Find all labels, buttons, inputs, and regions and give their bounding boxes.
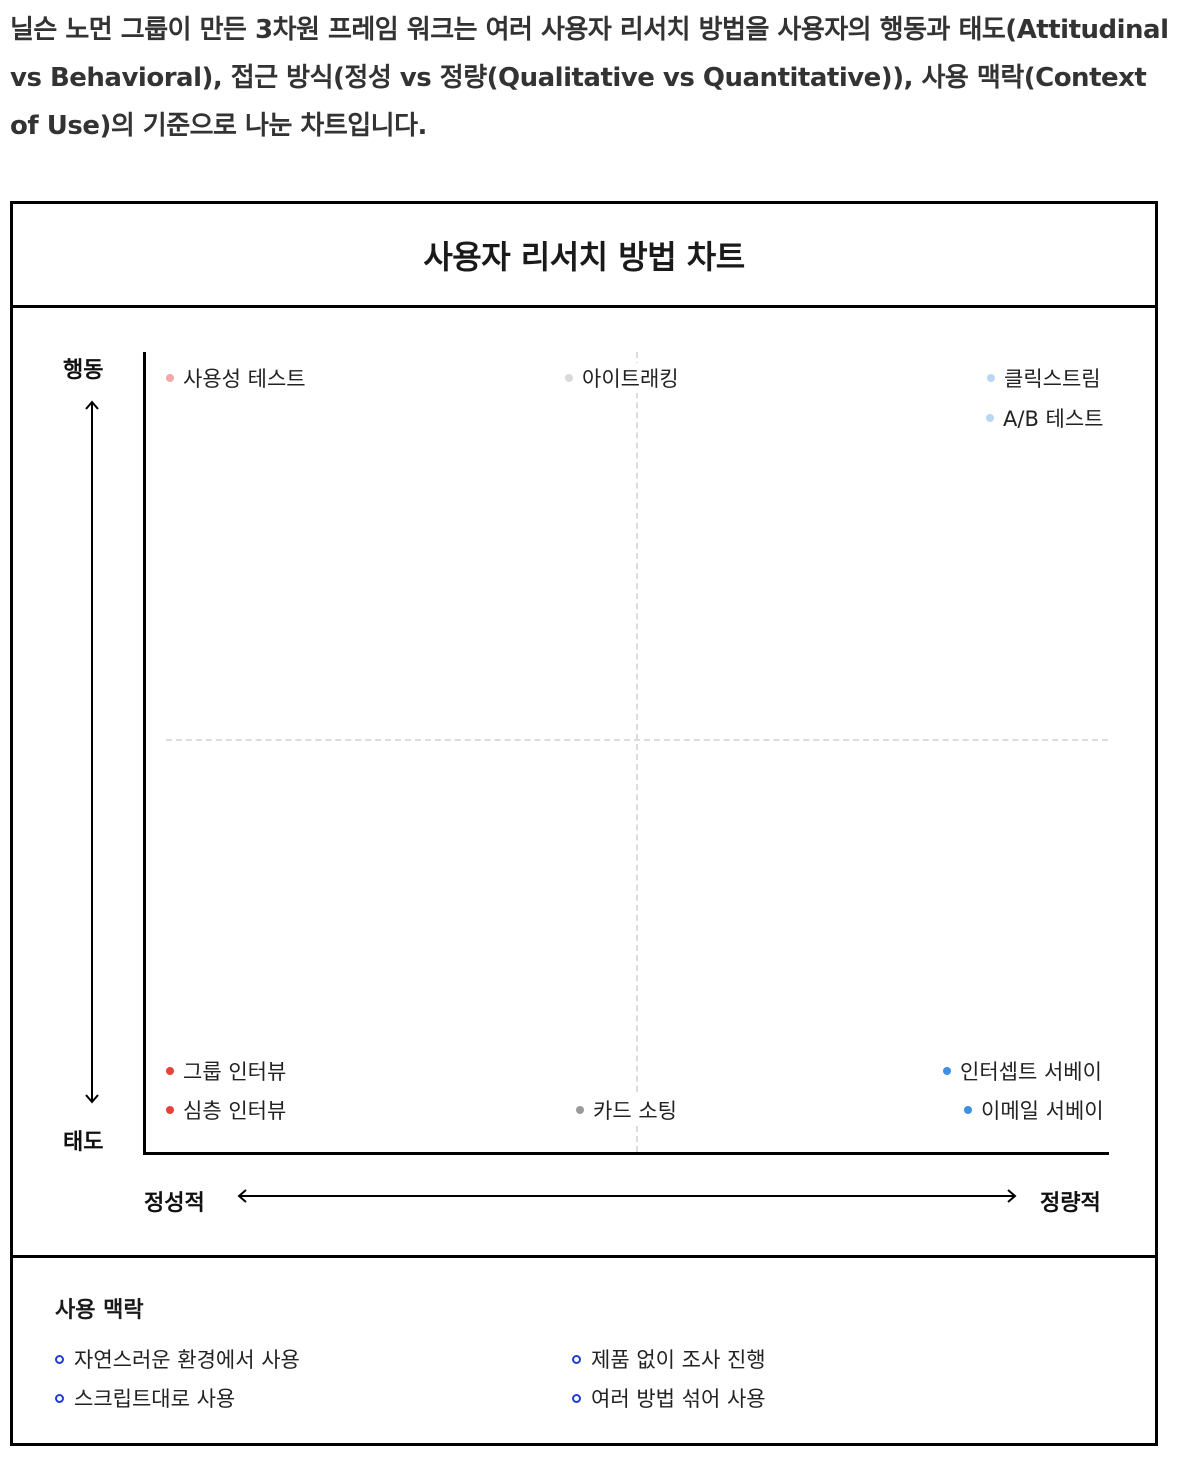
ring-bullet-icon	[55, 1393, 64, 1403]
red-dot-icon	[166, 1067, 174, 1075]
blue-dot-icon	[964, 1106, 972, 1114]
gray-dot-icon	[576, 1106, 584, 1114]
context-item-not-using: 제품 없이 조사 진행	[572, 1344, 766, 1374]
horizontal-double-arrow-icon	[237, 1189, 1017, 1203]
red-dot-icon	[166, 1106, 174, 1114]
intro-paragraph: 닐슨 노먼 그룹이 만든 3차원 프레임 워크는 여러 사용자 리서치 방법을 …	[10, 15, 1169, 141]
method-ab-test: A/B 테스트	[984, 403, 1106, 433]
x-axis-right-label: 정량적	[1040, 1191, 1101, 1216]
method-group-interview: 그룹 인터뷰	[164, 1056, 289, 1086]
light-gray-dot-icon	[565, 374, 573, 382]
method-card-sorting: 카드 소팅	[574, 1095, 679, 1125]
vertical-midline	[636, 352, 638, 1152]
horizontal-midline	[166, 739, 1108, 741]
context-item-natural: 자연스러운 환경에서 사용	[55, 1344, 300, 1374]
y-axis-bottom-label: 태도	[63, 1130, 104, 1155]
context-item-scripted: 스크립트대로 사용	[55, 1383, 235, 1413]
y-axis-top-label: 행동	[63, 358, 104, 383]
chart-title-row: 사용자 리서치 방법 차트	[13, 204, 1155, 308]
light-blue-dot-icon	[986, 414, 994, 422]
x-axis-left-label: 정성적	[144, 1191, 205, 1216]
method-clickstream: 클릭스트림	[985, 363, 1103, 393]
research-methods-chart: 사용자 리서치 방법 차트 행동 태도 사용성 테스트 아이트래킹 클릭스트림 …	[10, 201, 1158, 1446]
method-usability-test: 사용성 테스트	[164, 363, 308, 393]
light-blue-dot-icon	[987, 374, 995, 382]
chart-title: 사용자 리서치 방법 차트	[423, 237, 745, 276]
y-axis-line	[143, 352, 146, 1155]
light-red-dot-icon	[166, 374, 174, 382]
method-eye-tracking: 아이트래킹	[563, 363, 681, 393]
context-of-use-section: 사용 맥락 자연스러운 환경에서 사용 스크립트대로 사용 제품 없이 조사 진…	[13, 1255, 1155, 1443]
x-axis-line	[143, 1152, 1109, 1155]
ring-bullet-icon	[55, 1354, 64, 1364]
ring-bullet-icon	[572, 1354, 581, 1364]
ring-bullet-icon	[572, 1393, 581, 1403]
blue-dot-icon	[943, 1067, 951, 1075]
method-email-survey: 이메일 서베이	[962, 1095, 1106, 1125]
method-intercept-survey: 인터셉트 서베이	[941, 1056, 1104, 1086]
vertical-double-arrow-icon	[85, 400, 99, 1104]
context-item-hybrid: 여러 방법 섞어 사용	[572, 1383, 766, 1413]
context-title: 사용 맥락	[55, 1298, 144, 1323]
method-depth-interview: 심층 인터뷰	[164, 1095, 289, 1125]
